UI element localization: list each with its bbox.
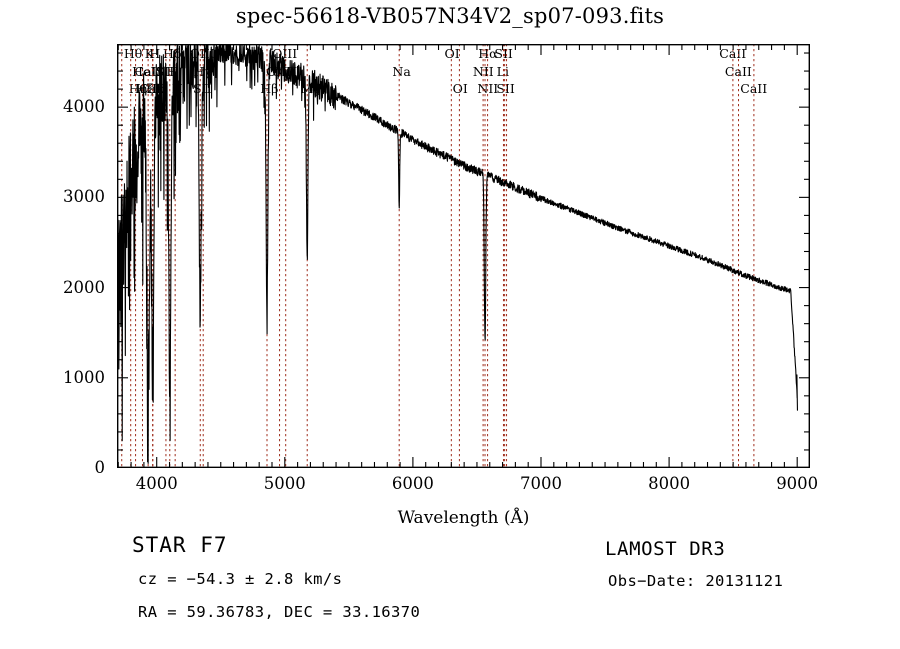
footer-object-class: STAR F7	[132, 533, 228, 557]
spectral-line-label: Hζ	[135, 81, 154, 96]
spectral-line-label: CaII	[719, 46, 747, 61]
spectral-line-label: SII	[496, 81, 515, 96]
x-axis-label: Wavelength (Å)	[397, 508, 530, 528]
spectral-line-label: NII	[477, 81, 499, 96]
y-tick-label: 2000	[63, 277, 105, 297]
spectral-line-label: H	[166, 64, 178, 79]
spectral-line-label: OI	[452, 81, 468, 96]
spectral-line-label: CaII	[134, 64, 162, 79]
line-marker-group	[121, 44, 755, 468]
footer-survey: LAMOST DR3	[605, 538, 726, 560]
spectral-line-label: CaII	[724, 64, 752, 79]
spectral-line-label: SII	[494, 46, 513, 61]
y-tick-label: 1000	[63, 367, 105, 387]
spectral-line-label: H	[149, 46, 161, 61]
page-title: spec-56618-VB057N34V2_sp07-093.fits	[235, 4, 665, 28]
y-tick-label: 3000	[63, 187, 105, 207]
chart-plot-area	[117, 44, 810, 468]
spectrum-canvas	[117, 44, 810, 468]
spectral-line-label: Na	[392, 64, 411, 79]
footer-coordinates: RA = 59.36783, DEC = 33.16370	[138, 603, 421, 621]
spectral-line-label: NII	[472, 64, 494, 79]
y-tick-label: 0	[94, 458, 106, 477]
y-tick-label: 4000	[63, 97, 105, 117]
spectral-line-label: OI	[444, 46, 460, 61]
x-tick-label: 9000	[776, 474, 819, 493]
x-tick-label: 4000	[135, 474, 178, 493]
spectral-line-label: Li	[496, 64, 509, 79]
footer-obs-date: Obs−Date: 20131121	[608, 572, 784, 590]
spectral-line-label: CaII	[740, 81, 768, 96]
footer-cz: cz = −54.3 ± 2.8 km/s	[138, 570, 343, 588]
spectral-line-label: K	[144, 46, 155, 61]
x-tick-label: 6000	[391, 474, 434, 493]
spectral-line-label: Hθ	[123, 46, 143, 61]
x-tick-label: 8000	[648, 474, 691, 493]
x-tick-label: 7000	[519, 474, 562, 493]
x-tick-label: 5000	[263, 474, 306, 493]
axis-frame	[117, 44, 810, 468]
spectral-line-label: HeI	[132, 64, 156, 79]
spectrum-trace	[117, 44, 798, 464]
